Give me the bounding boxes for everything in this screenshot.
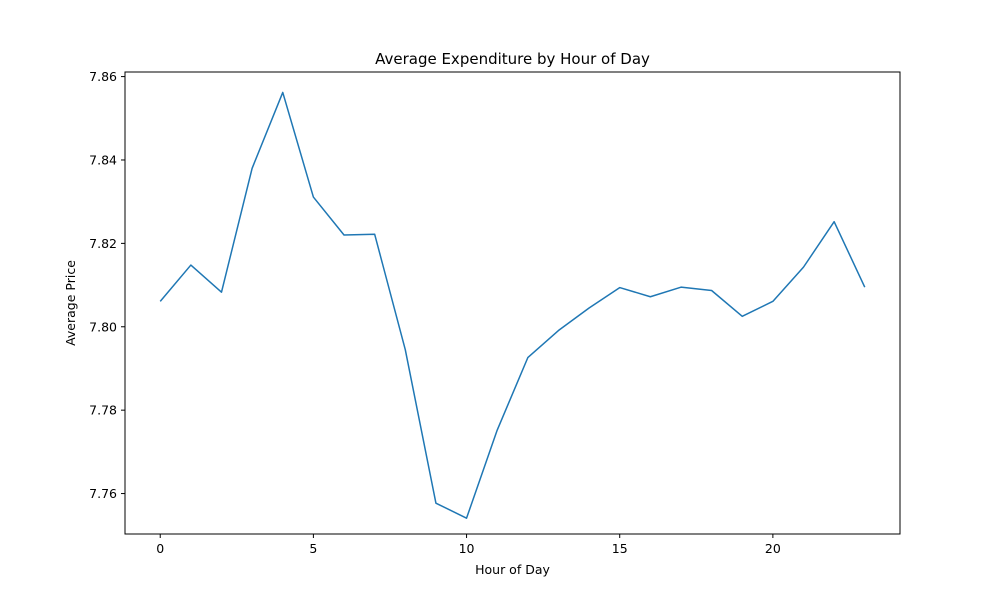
- y-tick-label: 7.78: [89, 403, 117, 418]
- y-tick-label: 7.80: [89, 319, 117, 334]
- x-tick-label: 20: [765, 541, 781, 556]
- x-tick-label: 15: [612, 541, 628, 556]
- x-axis: 0 5 10 15 20: [156, 534, 781, 556]
- x-tick-label: 10: [459, 541, 475, 556]
- y-tick-label: 7.82: [89, 236, 117, 251]
- series-line: [159, 91, 866, 519]
- x-tick-label: 0: [156, 541, 164, 556]
- y-axis-title: Average Price: [63, 260, 78, 346]
- y-tick-label: 7.86: [89, 69, 117, 84]
- plot-area-frame: [124, 71, 901, 535]
- chart-title: Average Expenditure by Hour of Day: [375, 50, 650, 68]
- x-tick-label: 5: [309, 541, 317, 556]
- y-axis: 7.76 7.78 7.80 7.82 7.84 7.86: [89, 69, 125, 501]
- y-tick-label: 7.84: [89, 152, 117, 167]
- series-layer: [159, 91, 866, 519]
- x-axis-title: Hour of Day: [475, 562, 550, 577]
- y-tick-label: 7.76: [89, 486, 117, 501]
